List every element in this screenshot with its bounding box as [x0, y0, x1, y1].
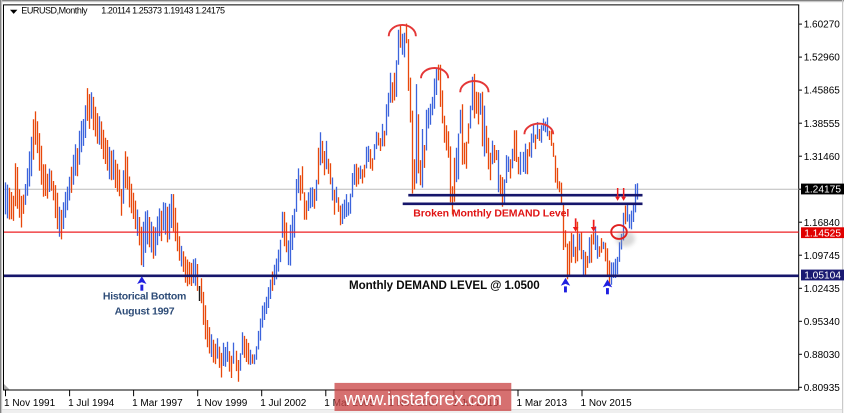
svg-text:August 1997: August 1997 [115, 305, 175, 317]
svg-text:1.02435: 1.02435 [804, 284, 841, 295]
svg-text:1.38555: 1.38555 [804, 119, 841, 130]
svg-text:1.14525: 1.14525 [804, 228, 841, 239]
svg-text:1.20114 1.25373 1.19143 1.2417: 1.20114 1.25373 1.19143 1.24175 [101, 6, 225, 16]
svg-text:1 Nov 1999: 1 Nov 1999 [196, 398, 248, 409]
svg-text:1 Nov 2015: 1 Nov 2015 [581, 398, 633, 409]
svg-text:1 Mar 2013: 1 Mar 2013 [517, 398, 568, 409]
svg-text:1 Jul 2002: 1 Jul 2002 [260, 398, 307, 409]
svg-text:1.16840: 1.16840 [804, 218, 841, 229]
svg-text:EURUSD,Monthly: EURUSD,Monthly [21, 6, 88, 16]
svg-text:0.95340: 0.95340 [804, 317, 841, 328]
svg-text:1.09745: 1.09745 [804, 251, 841, 262]
svg-text:1 Nov 1991: 1 Nov 1991 [4, 398, 56, 409]
svg-text:Broken Monthly DEMAND Level: Broken Monthly DEMAND Level [413, 208, 569, 220]
svg-text:Monthly DEMAND LEVEL @ 1.0500: Monthly DEMAND LEVEL @ 1.0500 [349, 279, 540, 292]
svg-text:Historical Bottom: Historical Bottom [103, 291, 186, 303]
svg-text:1.24175: 1.24175 [804, 185, 841, 196]
svg-text:1 Mar 1997: 1 Mar 1997 [132, 398, 183, 409]
svg-text:1.52960: 1.52960 [804, 53, 841, 64]
svg-text:www.instaforex.com: www.instaforex.com [343, 388, 501, 409]
svg-text:1.45865: 1.45865 [804, 86, 841, 97]
svg-text:1 Jul 1994: 1 Jul 1994 [68, 398, 115, 409]
svg-text:0.80935: 0.80935 [804, 383, 841, 394]
svg-text:0.88030: 0.88030 [804, 350, 841, 361]
svg-text:1.31460: 1.31460 [804, 152, 841, 163]
svg-text:1.05104: 1.05104 [804, 271, 841, 282]
svg-text:1.60270: 1.60270 [804, 20, 841, 31]
